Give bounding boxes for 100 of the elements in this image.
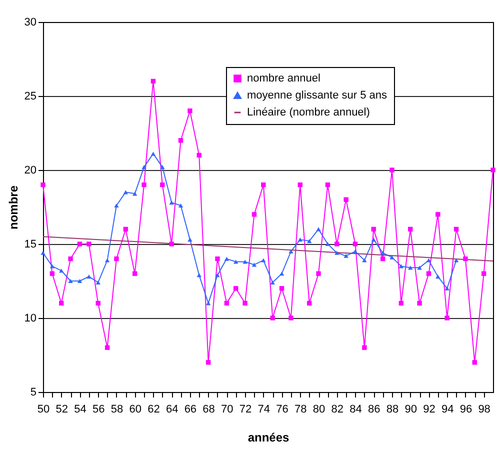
point	[325, 182, 330, 188]
point	[234, 286, 238, 291]
point	[178, 138, 184, 143]
y-tick-label: 5	[30, 386, 36, 398]
point	[188, 238, 192, 242]
point	[380, 250, 386, 255]
point	[40, 182, 46, 188]
point	[68, 256, 73, 262]
x-tick-label: 88	[386, 404, 399, 416]
point	[224, 256, 230, 261]
point	[132, 192, 138, 196]
point	[390, 255, 394, 260]
point	[444, 286, 450, 290]
point	[68, 278, 73, 284]
point	[288, 249, 294, 254]
legend-label: moyenne glissante sur 5 ans	[247, 90, 388, 102]
x-tick-label: 50	[37, 404, 50, 416]
point	[380, 256, 386, 262]
point	[398, 300, 404, 306]
point	[436, 274, 440, 279]
point	[279, 272, 284, 276]
point	[142, 182, 146, 188]
point	[371, 226, 376, 232]
y-tick-label: 30	[24, 16, 36, 28]
point	[150, 152, 156, 156]
point	[59, 300, 64, 306]
point	[252, 212, 257, 217]
point	[169, 200, 174, 205]
x-tick-label: 94	[441, 404, 454, 416]
x-tick-label: 82	[331, 404, 344, 416]
point	[206, 360, 211, 365]
point	[160, 165, 165, 170]
x-tick-label: 54	[74, 404, 86, 416]
point	[334, 242, 340, 246]
point	[160, 182, 165, 188]
point	[234, 260, 238, 264]
point	[481, 271, 486, 276]
point	[316, 271, 321, 276]
point	[114, 203, 119, 208]
x-tick-label: 68	[202, 404, 215, 416]
point	[362, 345, 367, 350]
point	[252, 262, 257, 267]
point	[261, 182, 266, 188]
x-tick-label: 90	[404, 404, 417, 416]
point	[334, 250, 340, 255]
point	[426, 271, 432, 276]
point	[454, 226, 459, 232]
x-tick-label: 78	[294, 404, 307, 416]
point	[344, 254, 348, 258]
point	[279, 286, 284, 291]
x-tick-label: 72	[239, 404, 252, 416]
legend-label: Linéaire (nombre annuel)	[247, 106, 370, 118]
point	[86, 242, 92, 246]
point	[344, 197, 348, 202]
point	[306, 300, 312, 306]
point	[417, 300, 422, 306]
y-tick-label: 20	[24, 164, 36, 176]
point	[142, 165, 146, 170]
point	[224, 300, 230, 306]
point	[196, 273, 202, 278]
x-tick-label: 74	[258, 404, 270, 416]
point	[371, 238, 376, 242]
point	[325, 242, 330, 246]
point	[86, 274, 92, 279]
y-tick-label: 10	[24, 312, 36, 324]
point	[150, 78, 156, 84]
point	[261, 258, 266, 262]
x-tick-label: 52	[56, 404, 68, 416]
point	[169, 242, 174, 246]
point	[77, 278, 82, 284]
x-tick-label: 56	[92, 404, 105, 416]
x-tick-label: 60	[129, 404, 142, 416]
point	[114, 256, 119, 262]
point	[196, 152, 202, 158]
point	[362, 258, 367, 262]
point	[352, 242, 358, 246]
y-axis-title: nombre	[6, 185, 20, 230]
point	[50, 271, 55, 276]
y-tick-label: 25	[24, 90, 36, 102]
x-tick-label: 80	[312, 404, 326, 416]
point	[472, 360, 477, 365]
point	[298, 238, 302, 242]
x-tick-label: 62	[148, 404, 160, 416]
point	[104, 258, 110, 262]
x-tick-label: 86	[368, 404, 380, 416]
x-tick-label: 70	[221, 404, 234, 416]
point	[96, 300, 100, 306]
point	[104, 345, 110, 350]
point	[426, 258, 432, 262]
point	[463, 256, 468, 262]
point	[288, 316, 294, 320]
x-tick-label: 96	[460, 404, 472, 416]
legend-label: nombre annuel	[247, 72, 320, 84]
point	[490, 168, 496, 172]
point	[123, 226, 128, 232]
x-tick-label: 66	[184, 404, 197, 416]
point	[436, 212, 440, 217]
x-tick-label: 58	[110, 404, 124, 416]
y-tick-label: 15	[24, 238, 36, 250]
x-tick-label: 64	[166, 404, 178, 416]
